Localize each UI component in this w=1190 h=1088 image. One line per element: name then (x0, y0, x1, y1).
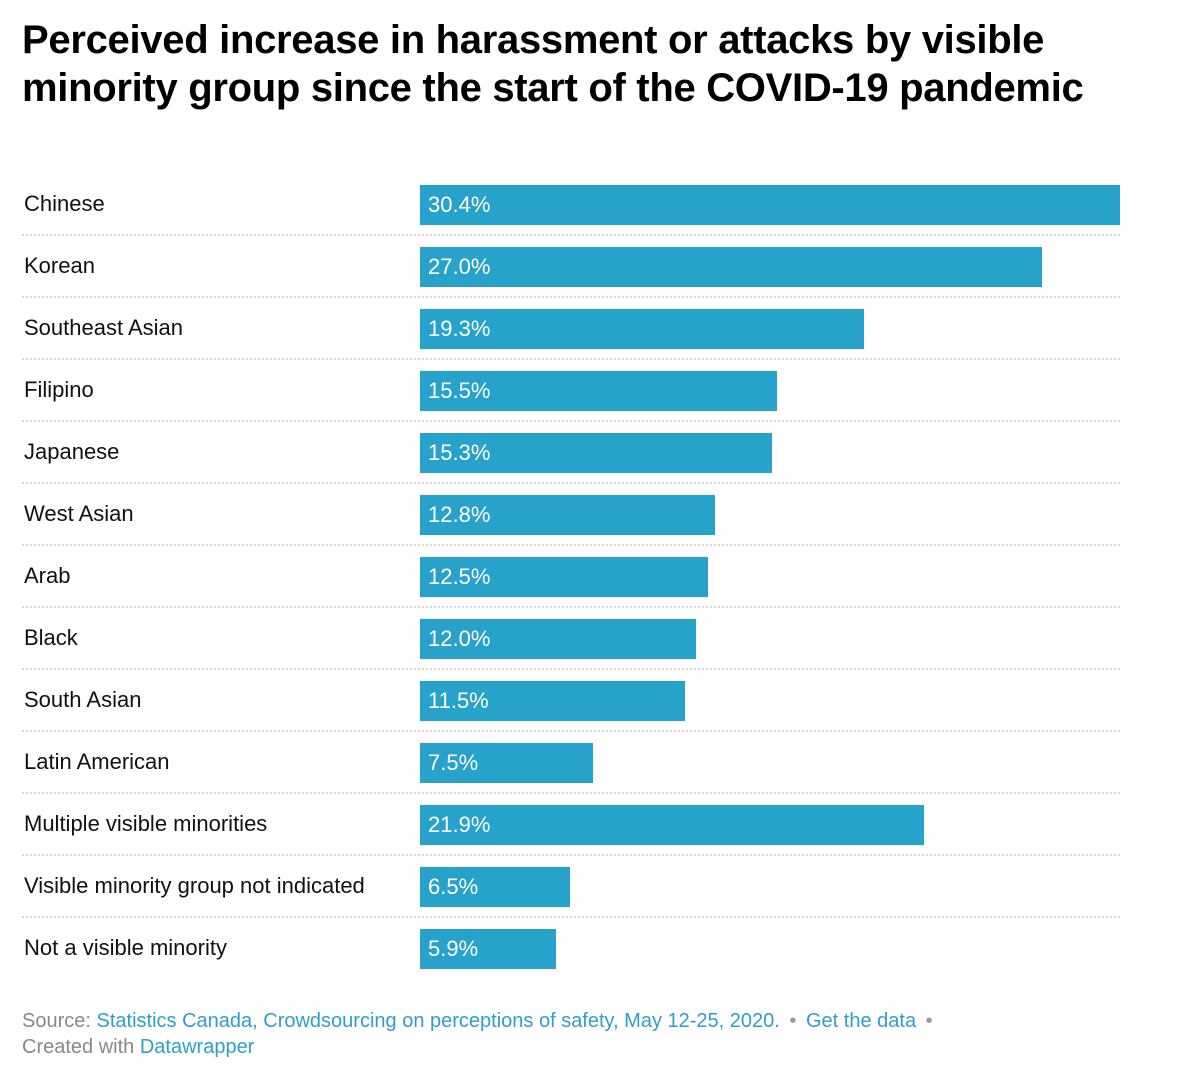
bar (420, 805, 924, 845)
bar-value-label: 11.5% (428, 688, 489, 713)
category-label: Black (24, 625, 78, 650)
row-divider (22, 358, 1120, 360)
category-label: Chinese (24, 191, 105, 216)
bar-value-label: 21.9% (428, 812, 491, 837)
bar-row: West Asian 12.8% (22, 486, 1120, 548)
row-divider (22, 420, 1120, 422)
bar-row: Visible minority group not indicated 6.5% (22, 858, 1120, 920)
bar-row: Japanese 15.3% (22, 424, 1120, 486)
bar (420, 929, 556, 969)
row-divider (22, 544, 1120, 546)
category-label: Southeast Asian (24, 315, 184, 340)
bar-value-label: 6.5% (428, 874, 479, 899)
category-label: Japanese (24, 439, 120, 464)
source-label: Source: (22, 1010, 91, 1032)
bar (420, 619, 696, 659)
created-with-label: Created with (22, 1036, 135, 1058)
bar-value-label: 12.5% (428, 564, 491, 589)
bar-row: Multiple visible minorities 21.9% (22, 796, 1120, 858)
category-label: Arab (24, 563, 71, 588)
bar (420, 681, 685, 721)
bar-value-label: 27.0% (428, 254, 491, 279)
bar-value-label: 15.3% (428, 440, 491, 465)
category-label: Multiple visible minorities (24, 811, 268, 836)
row-divider (22, 916, 1120, 918)
bar (420, 743, 593, 783)
created-with-line: Created with Datawrapper (22, 1034, 1162, 1060)
row-divider (22, 730, 1120, 732)
footer: Source: Statistics Canada, Crowdsourcing… (22, 1008, 1162, 1060)
row-divider (22, 482, 1120, 484)
bar-row: South Asian 11.5% (22, 672, 1120, 734)
bar-row: Latin American 7.5% (22, 734, 1120, 796)
category-label: South Asian (24, 687, 142, 712)
bar-value-label: 30.4% (428, 192, 491, 217)
bar-row: Southeast Asian 19.3% (22, 300, 1120, 362)
category-label: Korean (24, 253, 95, 278)
bar-value-label: 5.9% (428, 936, 479, 961)
bar (420, 185, 1120, 225)
bar (420, 309, 864, 349)
bar-value-label: 19.3% (428, 316, 491, 341)
row-divider (22, 668, 1120, 670)
bar (420, 371, 777, 411)
row-divider (22, 854, 1120, 856)
row-divider (22, 234, 1120, 236)
row-divider (22, 606, 1120, 608)
bar (420, 867, 570, 907)
bar-row: Korean 27.0% (22, 238, 1120, 300)
bar-value-label: 12.8% (428, 502, 491, 527)
bar-row: Chinese 30.4% (22, 176, 1120, 238)
separator-dot: • (789, 1010, 797, 1032)
bar (420, 495, 715, 535)
bar (420, 557, 708, 597)
separator-dot: • (925, 1010, 933, 1032)
chart-title: Perceived increase in harassment or atta… (22, 18, 1084, 110)
source-link[interactable]: Statistics Canada, Crowdsourcing on perc… (96, 1010, 780, 1032)
source-line: Source: Statistics Canada, Crowdsourcing… (22, 1008, 1162, 1034)
bar-row: Black 12.0% (22, 610, 1120, 672)
bar-chart: Chinese 30.4% Korean 27.0% Southeast Asian 19… (22, 176, 1122, 976)
datawrapper-link[interactable]: Datawrapper (139, 1036, 255, 1058)
category-label: West Asian (24, 501, 134, 526)
category-label: Filipino (24, 377, 94, 402)
bar-value-label: 15.5% (428, 378, 491, 403)
bar (420, 247, 1042, 287)
bar-value-label: 7.5% (428, 750, 479, 775)
row-divider (22, 792, 1120, 794)
bar-row: Not a visible minority 5.9% (22, 920, 1120, 982)
get-the-data-link[interactable]: Get the data (805, 1010, 917, 1032)
bar-row: Arab 12.5% (22, 548, 1120, 610)
bar-value-label: 12.0% (428, 626, 491, 651)
row-divider (22, 296, 1120, 298)
category-label: Not a visible minority (24, 935, 227, 960)
bar-row: Filipino 15.5% (22, 362, 1120, 424)
category-label: Visible minority group not indicated (24, 873, 365, 898)
category-label: Latin American (24, 749, 170, 774)
bar (420, 433, 772, 473)
